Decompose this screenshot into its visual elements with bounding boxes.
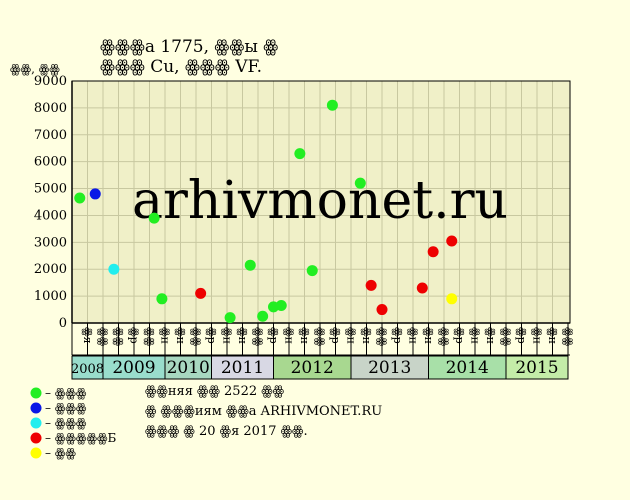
y-tick-label: 0: [59, 316, 67, 331]
y-tick-label: 4000: [34, 208, 67, 223]
legend-marker-red: [30, 432, 42, 444]
x-tick-label: ꙮн: [406, 327, 419, 344]
legend-label: – ꙮꙮꙮ: [45, 386, 87, 400]
y-tick-label: 6000: [34, 155, 67, 170]
year-label: 2015: [515, 358, 558, 378]
x-tick-label: ꙮꙮ: [375, 327, 388, 347]
data-point-green: [275, 300, 287, 312]
legend-label: – ꙮꙮꙮꙮꙮБ: [45, 431, 117, 445]
x-tick-label: ꙮꙮ: [561, 327, 574, 347]
x-tick-label: ꙮꙮ: [313, 327, 326, 347]
x-tick-label: ꙮн: [220, 327, 233, 344]
x-tick-label: ꙮн: [530, 327, 543, 344]
y-tick-label: 2000: [34, 262, 67, 277]
x-tick-label: ꙮр: [127, 327, 140, 344]
data-point-red: [195, 287, 207, 299]
x-tick-label: ꙮн: [344, 327, 357, 344]
x-tick-label: ꙮꙮ: [112, 327, 125, 347]
data-point-red: [427, 246, 439, 258]
y-tick-label: 5000: [34, 182, 67, 197]
info-date: ꙮꙮꙮ ꙮ 20 ꙮя 2017 ꙮꙮ.: [145, 424, 308, 439]
y-axis-unit: ꙮꙮ, ꙮꙮ: [10, 62, 60, 76]
data-point-green: [306, 265, 318, 277]
y-tick-label: 8000: [34, 101, 67, 116]
x-tick-label: ꙮр: [267, 327, 280, 344]
year-label: 2012: [291, 358, 334, 378]
year-label: 2009: [112, 358, 155, 378]
x-tick-label: ꙮꙮ: [499, 327, 512, 347]
x-tick-label: ꙮр: [391, 327, 404, 344]
x-tick-label: ꙮꙮ: [189, 327, 202, 347]
x-tick-label: ꙮꙮ: [96, 327, 109, 347]
x-tick-label: ꙮн: [282, 327, 295, 344]
x-tick-label: ꙮр: [329, 327, 342, 344]
legend-label: – ꙮꙮ: [45, 446, 76, 460]
data-point-green: [224, 312, 236, 324]
x-tick-label: ꙮꙮ: [437, 327, 450, 347]
y-tick-label: 1000: [34, 289, 67, 304]
data-point-green: [74, 192, 86, 204]
legend-marker-cyan: [30, 417, 42, 429]
data-point-red: [446, 235, 458, 247]
x-tick-label: ꙮн: [484, 327, 497, 344]
x-tick-label: ꙮꙮ: [251, 327, 264, 347]
year-label: 2010: [167, 358, 210, 378]
legend-label: – ꙮꙮꙮ: [45, 401, 87, 415]
data-point-green: [326, 99, 338, 111]
data-point-blue: [89, 188, 101, 200]
x-tick-label: ꙮн: [546, 327, 559, 344]
data-point-green: [156, 293, 168, 305]
x-tick-label: ꙮн: [298, 327, 311, 344]
legend-label: – ꙮꙮꙮ: [45, 416, 87, 430]
data-point-yellow: [446, 293, 458, 305]
x-tick-label: ꙮн: [468, 327, 481, 344]
x-tick-label: ꙮꙮ: [143, 327, 156, 347]
year-label: 2013: [368, 358, 411, 378]
y-tick-label: 3000: [34, 235, 67, 250]
year-label: 2014: [446, 358, 489, 378]
data-point-green: [244, 259, 256, 271]
info-source: ꙮ ꙮꙮꙮиям ꙮꙮа ARHIVMONET.RU: [145, 404, 382, 419]
data-point-green: [257, 310, 269, 322]
data-point-red: [365, 279, 377, 291]
watermark: arhivmonet.ru: [132, 171, 508, 231]
x-tick-label: ꙮн: [236, 327, 249, 344]
data-point-cyan: [108, 263, 120, 275]
y-tick-label: 9000: [34, 74, 67, 89]
year-band-2015: [505, 355, 569, 380]
plot-area: [72, 81, 570, 323]
data-point-green: [354, 177, 366, 189]
data-point-green: [148, 212, 160, 224]
legend-marker-yellow: [30, 447, 42, 459]
x-tick-label: ꙮя: [81, 327, 94, 344]
x-tick-label: ꙮр: [453, 327, 466, 344]
chart-title-line1: ꙮꙮꙮа 1775, ꙮꙮы ꙮ: [100, 37, 278, 57]
data-point-red: [376, 304, 388, 316]
year-label: 2008: [71, 362, 104, 377]
x-tick-label: ꙮн: [174, 327, 187, 344]
data-point-red: [416, 282, 428, 294]
info-average-price: ꙮꙮняя ꙮꙮ 2522 ꙮꙮ: [145, 384, 285, 399]
y-tick-label: 7000: [34, 128, 67, 143]
data-point-green: [294, 148, 306, 160]
x-tick-label: ꙮн: [422, 327, 435, 344]
legend-marker-green: [30, 387, 42, 399]
year-label: 2011: [221, 358, 264, 378]
x-tick-label: ꙮн: [158, 327, 171, 344]
chart-title-line2: ꙮꙮꙮ Cu, ꙮꙮꙮ VF.: [100, 57, 262, 77]
legend-marker-blue: [30, 402, 42, 414]
x-tick-label: ꙮн: [360, 327, 373, 344]
x-tick-label: ꙮр: [515, 327, 528, 344]
x-tick-label: ꙮр: [205, 327, 218, 344]
